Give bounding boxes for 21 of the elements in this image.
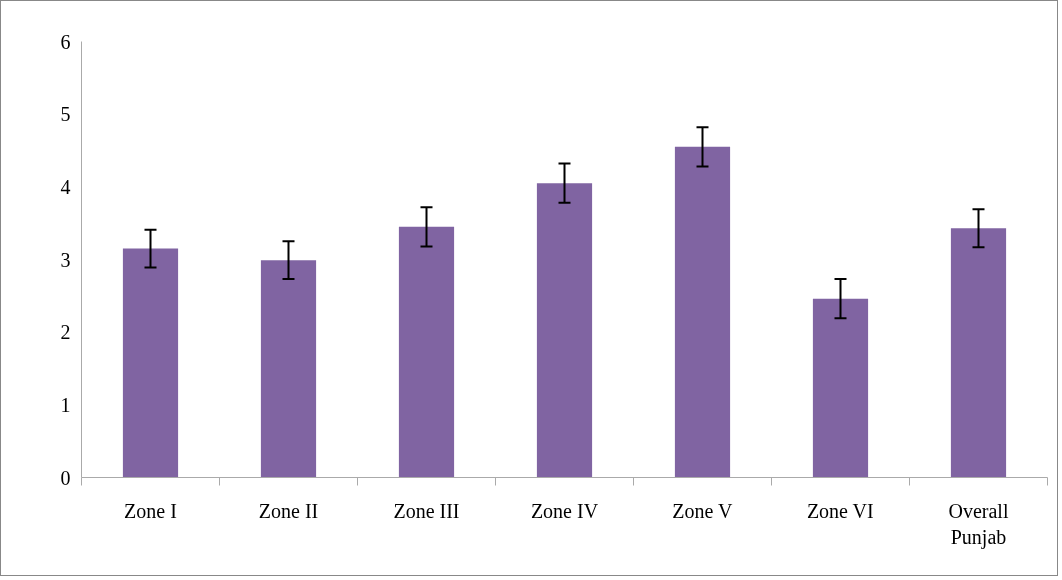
- y-tick-label: 0: [60, 466, 71, 489]
- bar: [674, 146, 731, 478]
- y-tick-label: 6: [60, 30, 71, 53]
- y-tick-label: 3: [60, 248, 71, 271]
- y-tick-label: 2: [60, 321, 71, 344]
- bar: [950, 228, 1007, 478]
- x-tick-label: Zone VI: [806, 499, 874, 522]
- bar: [812, 298, 869, 478]
- y-tick-label: 5: [60, 103, 71, 126]
- x-tick-label: Zone III: [393, 499, 460, 522]
- x-tick-label: Zone IV: [530, 499, 599, 522]
- x-tick-label: Zone I: [124, 499, 177, 522]
- bar: [260, 260, 317, 478]
- y-tick-label: 4: [60, 175, 71, 198]
- y-tick-label: 1: [60, 393, 71, 416]
- bar: [122, 248, 179, 478]
- x-tick-label: Zone V: [672, 499, 733, 522]
- bar: [398, 226, 455, 478]
- x-tick-label: Overall Punjab: [948, 499, 1009, 549]
- bar: [536, 183, 593, 478]
- x-tick-label: Zone II: [258, 499, 319, 522]
